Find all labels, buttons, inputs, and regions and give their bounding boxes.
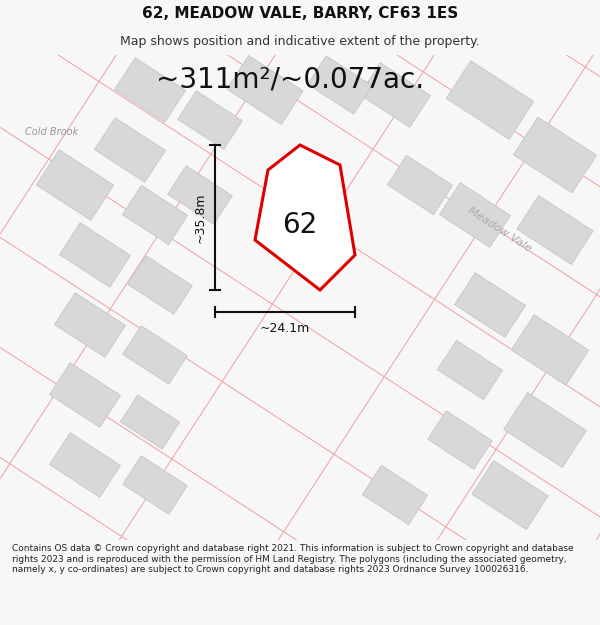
Polygon shape bbox=[122, 456, 187, 514]
Polygon shape bbox=[437, 341, 503, 399]
Polygon shape bbox=[49, 432, 121, 498]
Polygon shape bbox=[227, 56, 303, 124]
Polygon shape bbox=[37, 149, 113, 221]
Polygon shape bbox=[517, 196, 593, 264]
Polygon shape bbox=[428, 411, 493, 469]
Text: Cold Brook: Cold Brook bbox=[25, 127, 79, 137]
Text: ~24.1m: ~24.1m bbox=[260, 322, 310, 335]
Polygon shape bbox=[115, 58, 185, 122]
Polygon shape bbox=[308, 56, 373, 114]
Polygon shape bbox=[122, 326, 187, 384]
Polygon shape bbox=[255, 145, 355, 290]
Polygon shape bbox=[359, 62, 431, 127]
Text: 62, MEADOW VALE, BARRY, CF63 1ES: 62, MEADOW VALE, BARRY, CF63 1ES bbox=[142, 6, 458, 21]
Polygon shape bbox=[55, 292, 125, 357]
Polygon shape bbox=[59, 222, 131, 288]
Polygon shape bbox=[167, 166, 232, 224]
Polygon shape bbox=[503, 392, 586, 468]
Polygon shape bbox=[454, 272, 526, 338]
Polygon shape bbox=[439, 182, 511, 248]
Polygon shape bbox=[128, 256, 193, 314]
Text: ~35.8m: ~35.8m bbox=[194, 192, 207, 242]
Text: Contains OS data © Crown copyright and database right 2021. This information is : Contains OS data © Crown copyright and d… bbox=[12, 544, 574, 574]
Polygon shape bbox=[388, 156, 452, 214]
Polygon shape bbox=[121, 395, 179, 449]
Polygon shape bbox=[122, 186, 188, 244]
Polygon shape bbox=[446, 61, 534, 139]
Polygon shape bbox=[94, 118, 166, 182]
Text: ~311m²/~0.077ac.: ~311m²/~0.077ac. bbox=[156, 66, 424, 94]
Polygon shape bbox=[514, 117, 596, 193]
Text: 62: 62 bbox=[283, 211, 317, 239]
Polygon shape bbox=[49, 362, 121, 428]
Text: Meadow Vale: Meadow Vale bbox=[466, 206, 533, 254]
Polygon shape bbox=[178, 91, 242, 149]
Polygon shape bbox=[511, 314, 589, 386]
Text: Map shows position and indicative extent of the property.: Map shows position and indicative extent… bbox=[120, 35, 480, 48]
Polygon shape bbox=[362, 466, 428, 524]
Polygon shape bbox=[472, 461, 548, 529]
